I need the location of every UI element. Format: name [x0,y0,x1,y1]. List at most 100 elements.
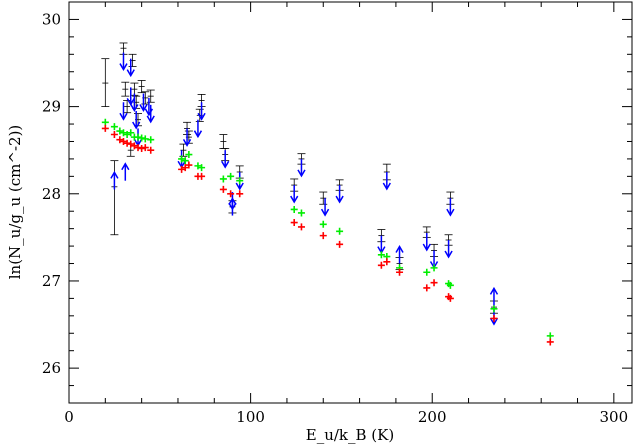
lower-limit-arrow [489,286,499,306]
upper-limit-arrow [444,239,453,259]
plus-point [490,314,498,322]
upper-limit-arrow [193,119,203,139]
upper-limit-arrow [422,233,431,252]
upper-limit-arrow [130,93,139,113]
upper-limit-arrow [119,52,128,72]
plus-point [446,294,454,302]
plus-point [319,232,327,240]
arrow-head [193,130,203,139]
errorbar-point [130,82,139,96]
plus-point [119,137,127,145]
arrow-head [235,182,244,191]
plus-point [490,305,498,313]
y-tick-label: 29 [42,98,61,116]
plus-point [377,261,385,269]
upper-limit-arrow [182,128,192,147]
plus-point [377,251,385,259]
upper-limit-arrow [377,235,386,255]
lower-limit-arrow [110,170,119,190]
lower-limit-arrow [228,197,237,216]
plus-point [336,240,344,248]
plus-point [181,164,189,172]
plus-point [546,332,554,340]
arrow-head [320,208,330,217]
arrow-head [121,162,130,171]
plus-point [396,268,404,276]
arrow-head [382,182,391,191]
upper-limit-arrow [382,171,391,191]
plus-point [446,281,454,289]
plus-point [185,161,193,169]
plus-point [423,268,431,276]
lower-limit-arrow [395,245,404,264]
arrow-head [395,245,404,253]
plus-point [116,136,124,144]
plus-point [123,139,131,147]
errorbar-point [137,80,146,94]
upper-limit-arrow [290,185,299,204]
plus-point [138,144,146,152]
upper-limit-arrow [197,102,206,121]
arrow-head [130,104,139,113]
data-marks [101,42,554,346]
plus-point [297,223,305,231]
arrow-head [110,170,119,179]
upper-limit-arrow [139,93,148,113]
errorbar-point [219,134,228,149]
plus-point [127,129,135,137]
arrow-head [422,243,431,252]
plus-point [147,146,155,154]
upper-limit-arrow [126,58,135,78]
upper-limit-arrow [297,158,306,178]
plus-point [546,338,554,346]
x-tick-label: 200 [418,408,447,426]
plus-point [127,140,135,148]
plus-point [290,219,298,227]
y-tick-label: 27 [42,272,61,290]
arrow-head [335,195,344,204]
plus-point [236,177,244,185]
arrow-head [489,317,499,326]
upper-limit-arrow [446,198,455,217]
plus-point [181,157,189,165]
arrow-head [182,139,192,147]
arrow-head [290,195,299,204]
upper-limit-arrow [146,104,155,124]
upper-limit-arrow [335,185,344,204]
plus-point [423,284,431,292]
plus-point [297,209,305,217]
y-tick-label: 30 [42,10,61,28]
x-axis-label: E_u/k_B (K) [306,426,394,444]
plus-point [134,133,142,141]
plus-point [336,227,344,235]
arrow-head [132,121,141,130]
plus-point [178,155,186,163]
plus-point [101,118,109,126]
arrow-head [139,104,148,113]
plus-point [198,164,206,172]
plus-point [101,124,109,132]
upper-limit-arrow [132,110,141,130]
x-tick-label: 0 [64,408,74,426]
arrow-head [126,98,135,106]
upper-limit-arrow [119,102,128,121]
plus-point [219,185,227,193]
plus-point [319,220,327,228]
arrow-head [197,112,206,121]
errorbar-point [121,81,130,97]
arrow-head [126,69,135,78]
errorbar-point [123,100,132,114]
y-tick-label: 26 [42,359,61,377]
y-tick-label: 28 [42,185,61,203]
plus-point [141,135,149,143]
upper-limit-arrow [221,150,230,169]
plus-point [134,144,142,152]
plus-point [227,172,235,180]
upper-limit-arrow [126,87,135,106]
plus-point [290,205,298,213]
plus-point [236,190,244,198]
x-tick-label: 300 [600,408,629,426]
errorbar-point [128,53,137,67]
plus-point [123,131,131,139]
plus-point [198,172,206,180]
